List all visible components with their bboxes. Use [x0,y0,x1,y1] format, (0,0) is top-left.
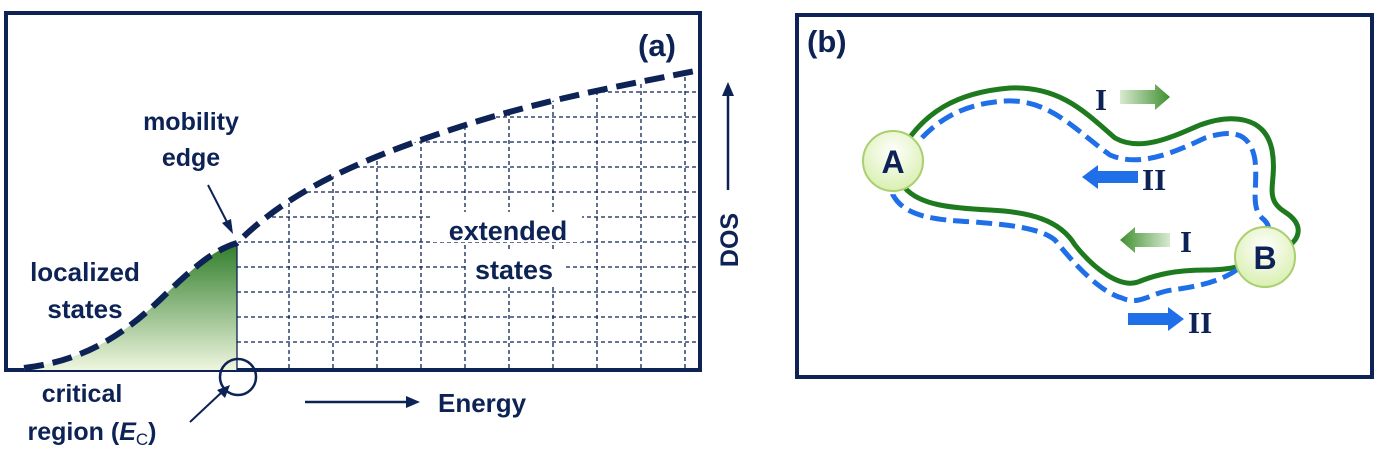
node-b [1234,226,1296,288]
lower-inner-label-i: I [1180,224,1192,259]
arrow-right-blue-icon [1128,307,1184,331]
extended-states-label-line1: extended [449,216,568,246]
extended-states-label-line2: states [475,255,553,285]
panel-a: (a) mobility edge localized states exten… [4,11,744,449]
blue-path-ii [890,98,1272,304]
dos-curve [23,67,701,371]
top-path-label-i: I [1095,82,1107,117]
panel-a-label: (a) [638,28,676,63]
critical-region-pointer-arrow [189,391,223,423]
node-a [862,130,924,192]
dos-axis-label: DOS [716,213,744,267]
critical-region-label-line1: critical [42,380,123,408]
critical-region-marker [218,357,258,397]
arrow-left-green-icon [1120,227,1170,253]
green-path-i [892,85,1301,286]
panel-b: A B I II I II (b) [795,13,1374,379]
mobility-edge-pointer-arrow [207,184,229,225]
mobility-edge-label-line1: mobility [143,108,239,136]
bottom-path-label-ii: II [1188,305,1212,340]
panel-b-frame [795,13,1374,379]
top-inner-label-ii: II [1142,162,1166,197]
node-a-label: A [881,144,904,180]
energy-axis-label: Energy [438,388,527,418]
localized-states-label-line2: states [47,294,122,324]
mobility-edge-label-line2: edge [162,144,220,172]
panel-b-label: (b) [807,24,847,59]
arrow-left-blue-icon [1082,165,1138,189]
localized-states-label-line1: localized [30,257,140,287]
localized-states-fill [24,243,237,370]
node-b-label: B [1253,240,1276,276]
arrow-right-green-icon [1120,84,1170,110]
critical-region-label-line2: region (EC) [28,418,157,449]
